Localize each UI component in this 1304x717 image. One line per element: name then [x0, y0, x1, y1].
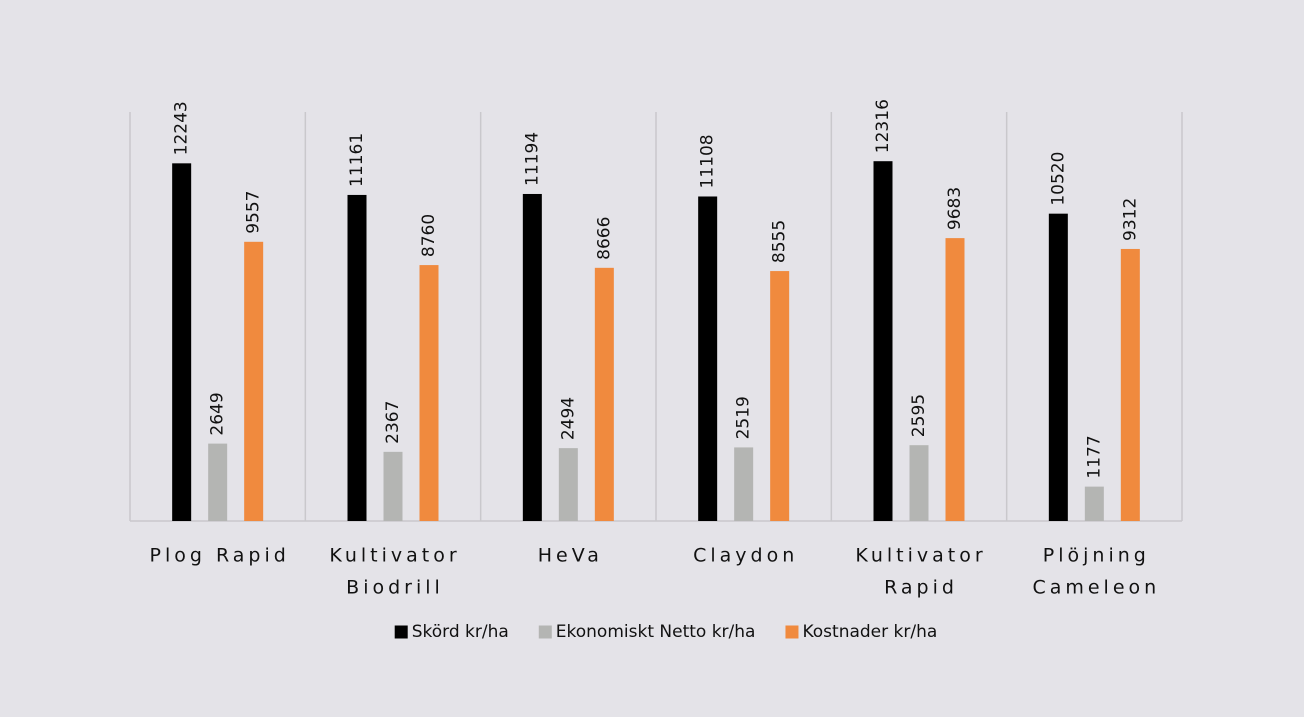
data-label: 9683 [945, 187, 965, 230]
bar [909, 445, 929, 521]
data-label: 9312 [1120, 198, 1140, 241]
data-label: 12316 [873, 99, 893, 153]
data-label: 12243 [172, 101, 192, 155]
legend: Skörd kr/ha Ekonomiskt Netto kr/ha Kostnad… [394, 622, 937, 642]
bar [244, 241, 264, 521]
legend-swatch [538, 625, 552, 639]
x-tick-label: Cameleon [1032, 577, 1160, 599]
x-tick-label: Claydon [693, 545, 798, 567]
x-tick-label: Kultivator [855, 545, 986, 567]
x-tick-label: HeVa [538, 545, 603, 567]
data-label: 1177 [1084, 435, 1104, 478]
data-label: 11194 [522, 132, 542, 186]
x-tick-label: Rapid [884, 577, 958, 599]
legend-swatch [785, 625, 799, 639]
bar [1120, 248, 1140, 521]
bar [1084, 486, 1104, 521]
bar [873, 161, 893, 522]
data-label: 2649 [208, 392, 228, 435]
bar [208, 443, 228, 521]
legend-label: Ekonomiskt Netto kr/ha [556, 622, 756, 642]
data-label: 2519 [734, 396, 754, 439]
data-label: 11161 [347, 133, 367, 187]
data-label: 8666 [594, 217, 614, 260]
legend-swatch [394, 625, 408, 639]
data-label: 8555 [770, 220, 790, 263]
x-tick-label: Plog Rapid [150, 545, 290, 567]
legend-label: Skörd kr/ha [412, 622, 509, 642]
bar [945, 238, 965, 521]
x-tick-label: Kultivator [329, 545, 460, 567]
bar [734, 447, 754, 521]
x-tick-label: Biodrill [346, 577, 444, 599]
bar [172, 163, 192, 521]
data-label: 2367 [383, 401, 403, 444]
bar [347, 194, 367, 521]
x-tick-label: Plöjning [1043, 545, 1150, 567]
legend-label: Kostnader kr/ha [802, 622, 937, 642]
bar [558, 448, 578, 521]
bar [383, 451, 403, 521]
data-label: 2494 [558, 397, 578, 440]
bar [594, 267, 614, 521]
bar [419, 265, 439, 521]
data-label: 10520 [1048, 152, 1068, 206]
bar [522, 193, 542, 521]
data-label: 11108 [698, 134, 718, 188]
bar [770, 271, 790, 521]
bar [698, 196, 718, 521]
data-label: 2595 [909, 394, 929, 437]
data-label: 9557 [244, 191, 264, 234]
bar [1048, 213, 1068, 521]
data-label: 8760 [419, 214, 439, 257]
